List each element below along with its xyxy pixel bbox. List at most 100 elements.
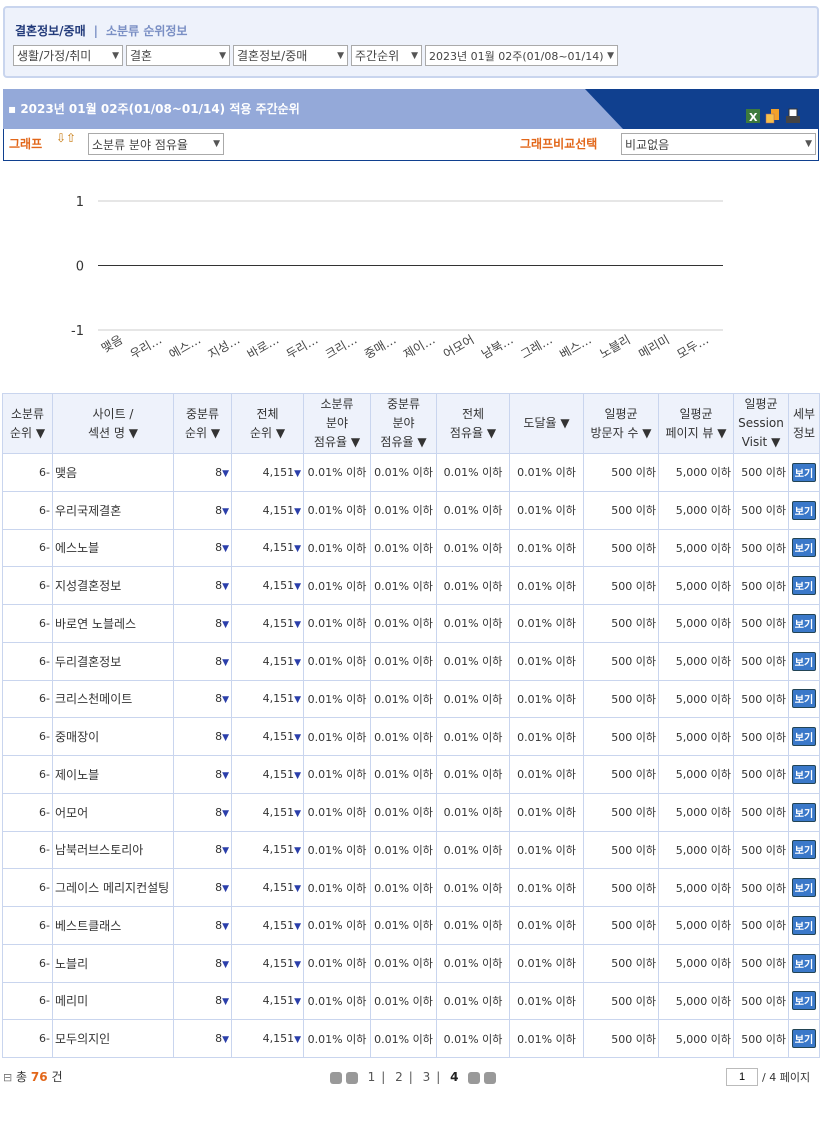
total-rank-cell: 4,151▼ — [231, 1019, 304, 1058]
next-page-icon[interactable] — [468, 1071, 481, 1084]
rank-down-icon: ▼ — [222, 808, 229, 819]
total-rank-cell: 4,151▼ — [231, 868, 304, 907]
first-page-icon[interactable] — [330, 1071, 342, 1084]
view-button[interactable]: 보기 — [791, 651, 817, 671]
view-button[interactable]: 보기 — [791, 727, 817, 747]
x-tick-label: 어모어 — [441, 332, 477, 361]
column-header[interactable]: 일평균 Session Visit ▼ — [733, 393, 789, 454]
x-tick-label: 그레… — [518, 332, 555, 361]
sub-share-cell: 0.01% 이하 — [303, 830, 371, 870]
rank-down-icon: ▼ — [294, 657, 301, 668]
column-header[interactable]: 중분류 순위 ▼ — [173, 393, 232, 454]
column-header[interactable]: 소분류 분야 점유율 ▼ — [303, 393, 371, 454]
pageviews-cell: 5,000 이하 — [658, 868, 734, 907]
view-button[interactable]: 보기 — [791, 462, 817, 482]
view-button[interactable]: 보기 — [791, 576, 817, 596]
detail-cell: 보기 — [788, 981, 820, 1021]
column-header[interactable]: 중분류 분야 점유율 ▼ — [370, 393, 437, 454]
mid-rank-cell: 8▼ — [173, 528, 232, 568]
reach-cell: 0.01% 이하 — [509, 453, 584, 492]
mid-share-cell: 0.01% 이하 — [370, 792, 437, 832]
sub-share-cell: 0.01% 이하 — [303, 906, 371, 945]
category-select-3[interactable]: 결혼정보/중매 ▼ — [233, 45, 348, 66]
column-header[interactable]: 일평균 방문자 수 ▼ — [583, 393, 659, 454]
rank-down-icon: ▼ — [222, 770, 229, 781]
page-input[interactable] — [726, 1068, 758, 1086]
mid-share-cell: 0.01% 이하 — [370, 490, 437, 530]
graph-metric-select[interactable]: 소분류 분야 점유율 ▼ — [88, 133, 224, 155]
column-header[interactable]: 도달율 ▼ — [509, 393, 584, 454]
mid-share-cell: 0.01% 이하 — [370, 679, 437, 719]
mid-rank-cell: 8▼ — [173, 943, 232, 983]
visitors-cell: 500 이하 — [583, 679, 659, 719]
total-rank-cell: 4,151▼ — [231, 604, 304, 643]
view-button[interactable]: 보기 — [791, 953, 817, 973]
view-button[interactable]: 보기 — [791, 840, 817, 860]
total-share-cell: 0.01% 이하 — [436, 1019, 510, 1058]
column-header[interactable]: 소분류 순위 ▼ — [2, 393, 53, 454]
rank-down-icon: ▼ — [222, 997, 229, 1008]
mid-rank-cell: 8▼ — [173, 641, 232, 681]
table-row: 6- 크리스천메이트 8▼ 4,151▼ 0.01% 이하 0.01% 이하 0.01% 이… — [2, 679, 820, 719]
view-button[interactable]: 보기 — [791, 878, 817, 898]
detail-cell: 보기 — [788, 490, 820, 530]
column-header[interactable]: 세부 정보 — [788, 393, 820, 454]
mid-rank-cell: 8▼ — [173, 1019, 232, 1058]
detail-cell: 보기 — [788, 641, 820, 681]
total-rank-cell: 4,151▼ — [231, 755, 304, 794]
page-link[interactable]: 3 — [422, 1070, 431, 1084]
sort-arrows-icon[interactable]: ⇩⇧ — [56, 131, 77, 145]
mid-share-cell: 0.01% 이하 — [370, 453, 437, 492]
breadcrumb-category[interactable]: 결혼정보/중매 — [15, 24, 86, 38]
svg-text:X: X — [749, 111, 758, 124]
week-select[interactable]: 2023년 01월 02주(01/08~01/14) ▼ — [425, 45, 618, 66]
mid-share-cell: 0.01% 이하 — [370, 717, 437, 756]
rank-cell: 6- — [2, 755, 53, 794]
compare-select[interactable]: 비교없음 ▼ — [621, 133, 816, 155]
export-icon[interactable] — [765, 108, 781, 124]
view-button[interactable]: 보기 — [791, 613, 817, 633]
view-button[interactable]: 보기 — [791, 538, 817, 558]
current-page[interactable]: 4 — [450, 1070, 459, 1084]
view-button[interactable]: 보기 — [791, 500, 817, 520]
visits-cell: 500 이하 — [733, 755, 789, 794]
prev-page-icon[interactable] — [345, 1071, 358, 1084]
visitors-cell: 500 이하 — [583, 453, 659, 492]
page-link[interactable]: 2 — [395, 1070, 403, 1084]
view-button[interactable]: 보기 — [791, 915, 817, 935]
view-button[interactable]: 보기 — [791, 802, 817, 822]
print-icon[interactable] — [785, 108, 801, 124]
page-link[interactable]: 1 — [367, 1070, 376, 1084]
x-tick-label: 맺음 — [99, 332, 125, 355]
collapse-icon[interactable]: ⊟ — [3, 1071, 13, 1084]
mid-share-cell: 0.01% 이하 — [370, 604, 437, 643]
site-name: 제이노블 — [52, 755, 174, 794]
sub-share-cell: 0.01% 이하 — [303, 792, 371, 832]
excel-icon[interactable]: X — [745, 108, 761, 124]
total-rank-cell: 4,151▼ — [231, 792, 304, 832]
column-header[interactable]: 전체 점유율 ▼ — [436, 393, 510, 454]
column-header[interactable]: 전체 순위 ▼ — [231, 393, 304, 454]
detail-cell: 보기 — [788, 830, 820, 870]
rank-down-icon: ▼ — [294, 1035, 301, 1046]
period-type-select[interactable]: 주간순위 ▼ — [351, 45, 422, 66]
column-header[interactable]: 일평균 페이지 뷰 ▼ — [658, 393, 734, 454]
rank-down-icon: ▼ — [222, 1035, 229, 1046]
rank-down-icon: ▼ — [294, 695, 301, 706]
view-button[interactable]: 보기 — [791, 764, 817, 784]
rank-cell: 6- — [2, 604, 53, 643]
select-value: 주간순위 — [355, 49, 400, 63]
view-button[interactable]: 보기 — [791, 689, 817, 709]
view-button[interactable]: 보기 — [791, 1029, 817, 1049]
reach-cell: 0.01% 이하 — [509, 830, 584, 870]
category-select-2[interactable]: 결혼 ▼ — [126, 45, 230, 66]
reach-cell: 0.01% 이하 — [509, 792, 584, 832]
view-button[interactable]: 보기 — [791, 991, 817, 1011]
column-header[interactable]: 사이트 / 섹션 명 ▼ — [52, 393, 174, 454]
rank-down-icon: ▼ — [294, 921, 301, 932]
category-select-1[interactable]: 생활/가정/취미 ▼ — [13, 45, 123, 66]
reach-cell: 0.01% 이하 — [509, 604, 584, 643]
reach-cell: 0.01% 이하 — [509, 755, 584, 794]
rank-down-icon: ▼ — [222, 695, 229, 706]
last-page-icon[interactable] — [484, 1071, 497, 1084]
